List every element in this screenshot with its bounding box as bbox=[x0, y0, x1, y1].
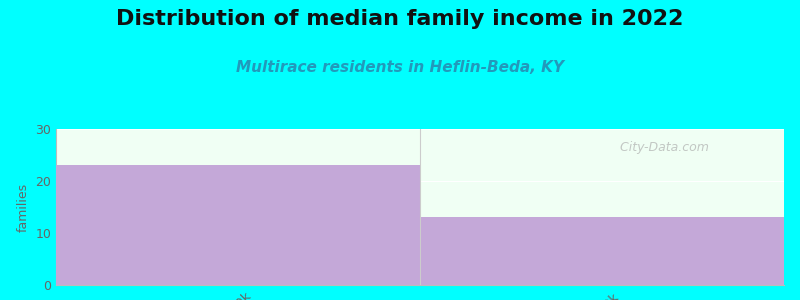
Y-axis label: families: families bbox=[17, 182, 30, 232]
Text: Multirace residents in Heflin-Beda, KY: Multirace residents in Heflin-Beda, KY bbox=[236, 60, 564, 75]
Text: Distribution of median family income in 2022: Distribution of median family income in … bbox=[116, 9, 684, 29]
Bar bbox=[420, 218, 784, 285]
Text: City-Data.com: City-Data.com bbox=[612, 141, 709, 154]
Bar bbox=[56, 165, 420, 285]
